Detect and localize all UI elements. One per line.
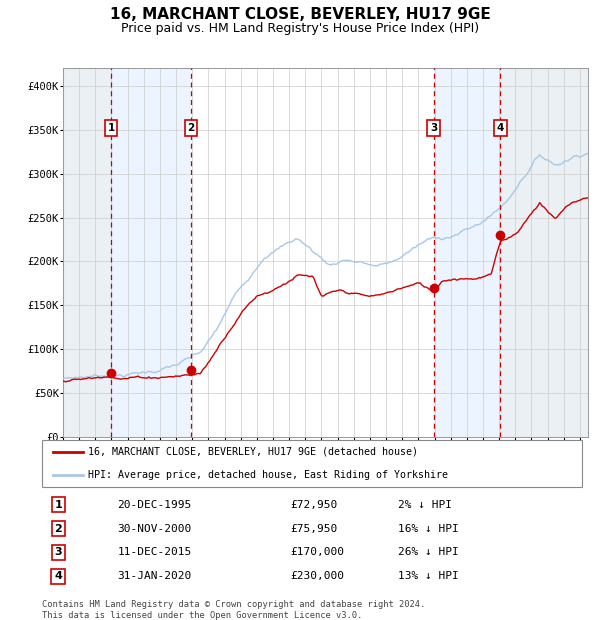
Bar [500, 68, 588, 437]
Text: 11-DEC-2015: 11-DEC-2015 [118, 547, 192, 557]
Text: 4: 4 [497, 123, 504, 133]
Text: 2% ↓ HPI: 2% ↓ HPI [398, 500, 452, 510]
Bar [434, 68, 500, 437]
Text: 30-NOV-2000: 30-NOV-2000 [118, 523, 192, 534]
Bar [63, 68, 111, 437]
Text: £230,000: £230,000 [290, 572, 344, 582]
Text: 26% ↓ HPI: 26% ↓ HPI [398, 547, 459, 557]
Text: 13% ↓ HPI: 13% ↓ HPI [398, 572, 459, 582]
Text: £72,950: £72,950 [290, 500, 338, 510]
Text: 3: 3 [55, 547, 62, 557]
Text: £170,000: £170,000 [290, 547, 344, 557]
FancyBboxPatch shape [42, 440, 582, 487]
Text: 16% ↓ HPI: 16% ↓ HPI [398, 523, 459, 534]
Text: Price paid vs. HM Land Registry's House Price Index (HPI): Price paid vs. HM Land Registry's House … [121, 22, 479, 35]
Bar [111, 68, 191, 437]
Text: 1: 1 [107, 123, 115, 133]
Text: Contains HM Land Registry data © Crown copyright and database right 2024.
This d: Contains HM Land Registry data © Crown c… [42, 600, 425, 619]
Bar [191, 68, 434, 437]
Text: 20-DEC-1995: 20-DEC-1995 [118, 500, 192, 510]
Text: 2: 2 [187, 123, 194, 133]
Text: £75,950: £75,950 [290, 523, 338, 534]
Bar [500, 68, 588, 437]
Text: 4: 4 [54, 572, 62, 582]
Text: 3: 3 [430, 123, 437, 133]
Text: HPI: Average price, detached house, East Riding of Yorkshire: HPI: Average price, detached house, East… [88, 470, 448, 480]
Text: 1: 1 [55, 500, 62, 510]
Text: 16, MARCHANT CLOSE, BEVERLEY, HU17 9GE (detached house): 16, MARCHANT CLOSE, BEVERLEY, HU17 9GE (… [88, 447, 418, 457]
Text: 2: 2 [55, 523, 62, 534]
Bar [63, 68, 111, 437]
Text: 31-JAN-2020: 31-JAN-2020 [118, 572, 192, 582]
Text: 16, MARCHANT CLOSE, BEVERLEY, HU17 9GE: 16, MARCHANT CLOSE, BEVERLEY, HU17 9GE [110, 7, 490, 22]
